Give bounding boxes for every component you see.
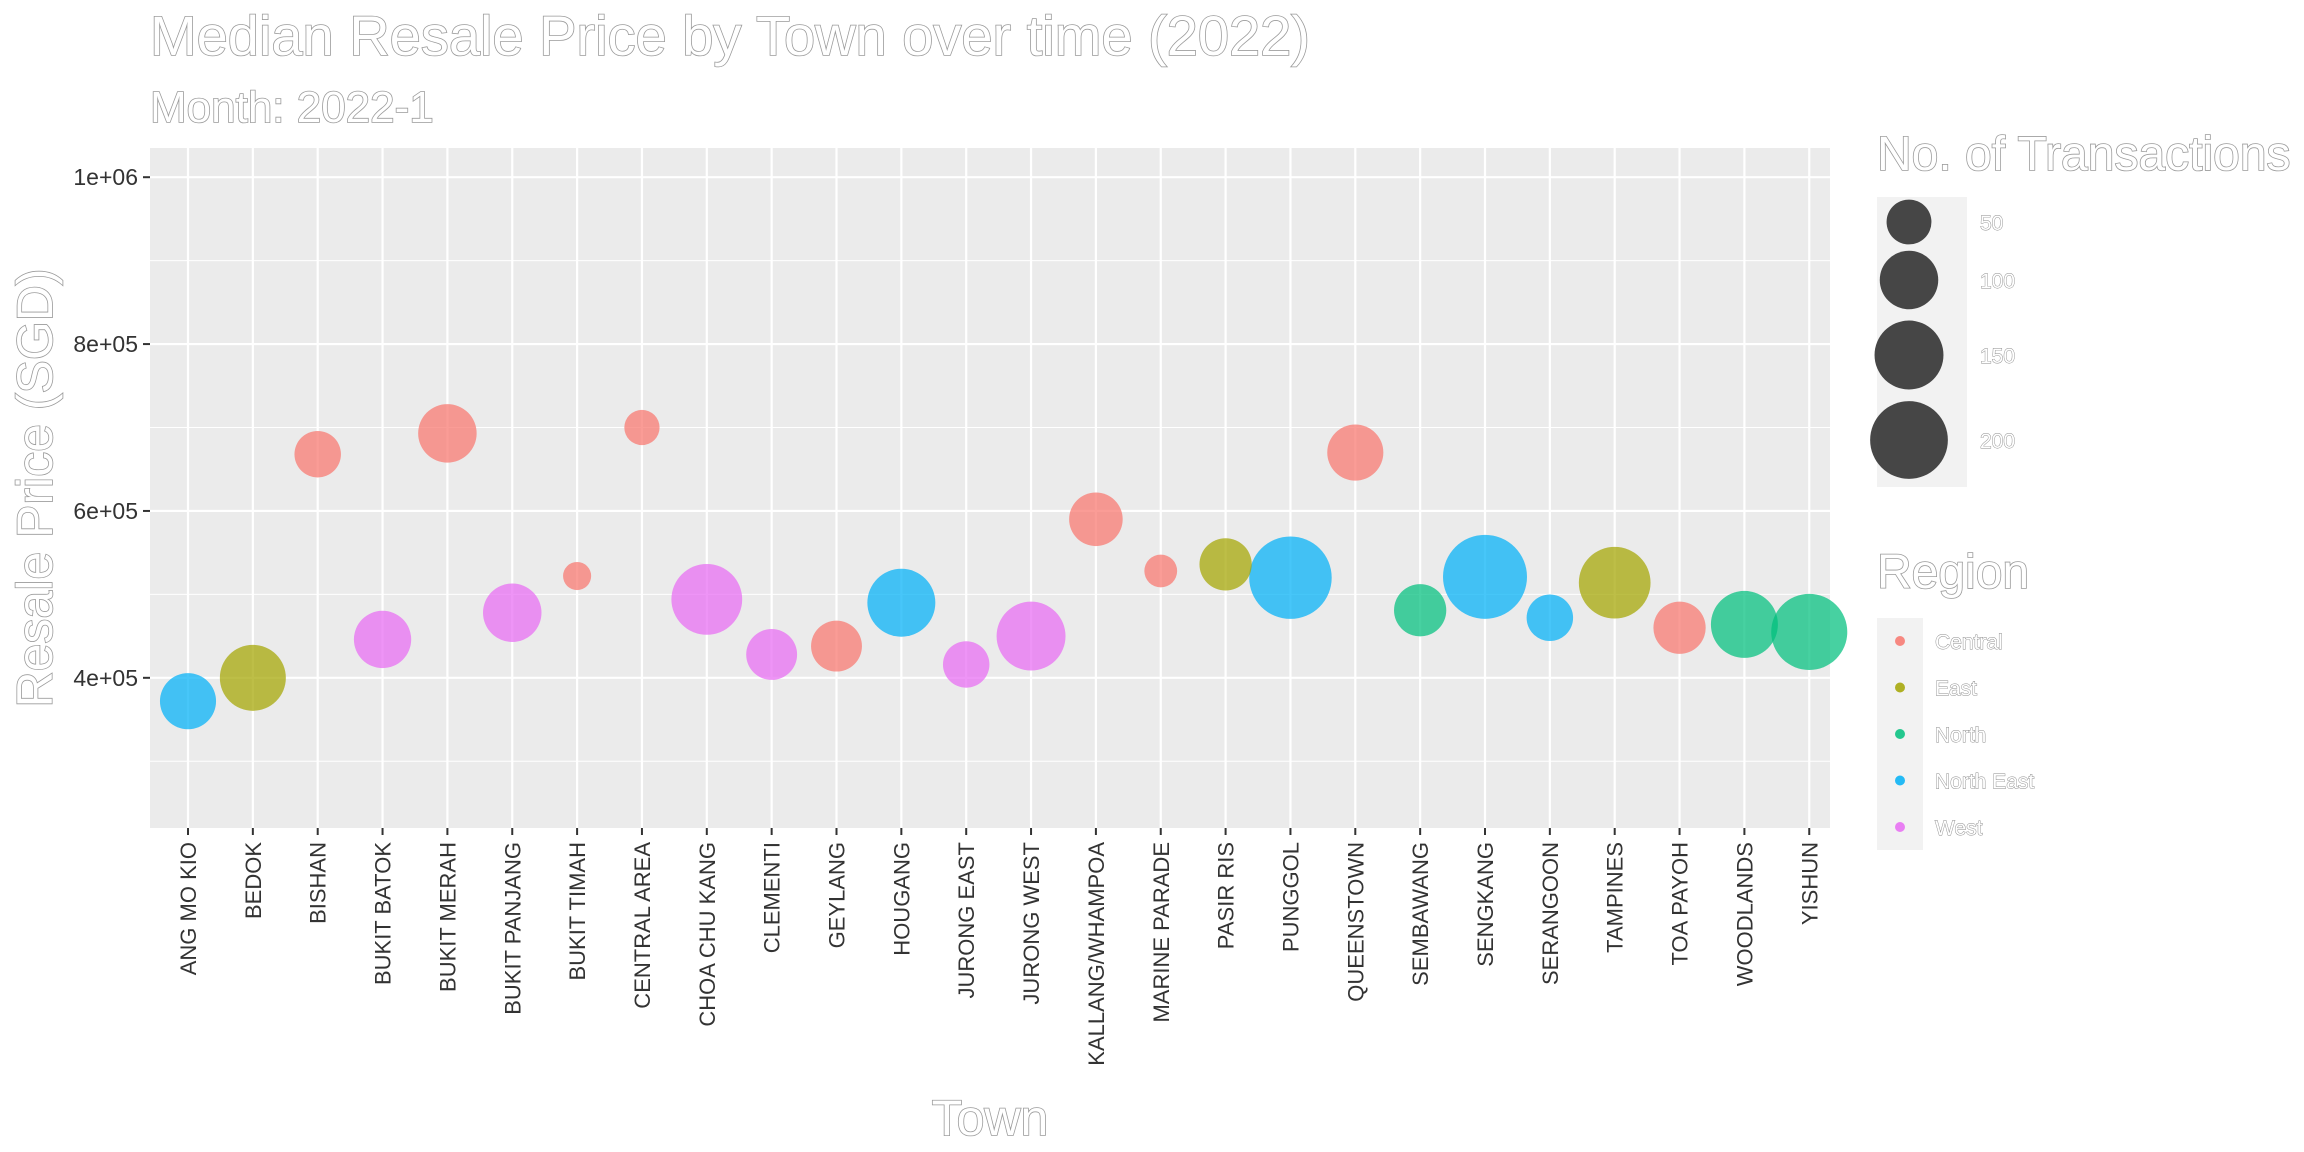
data-point bbox=[1578, 546, 1651, 619]
color-legend-key bbox=[1895, 822, 1905, 832]
data-point bbox=[867, 568, 936, 637]
data-point bbox=[996, 601, 1066, 671]
grid-lines bbox=[150, 148, 1830, 828]
plot-panel bbox=[150, 148, 1830, 828]
data-point bbox=[1199, 538, 1252, 591]
data-point bbox=[1394, 584, 1447, 637]
x-tick-label: HOUGANG bbox=[889, 842, 914, 956]
x-tick-label: BUKIT PANJANG bbox=[500, 842, 525, 1015]
size-legend-key bbox=[1886, 199, 1932, 245]
x-tick-label: TAMPINES bbox=[1603, 842, 1628, 953]
y-tick-label: 1e+06 bbox=[73, 164, 138, 190]
y-tick-label: 6e+05 bbox=[73, 498, 138, 524]
data-point bbox=[1144, 554, 1178, 588]
data-point bbox=[1249, 536, 1332, 619]
color-legend-key bbox=[1895, 729, 1905, 739]
size-legend: No. of Transactions 50 100 150 200 bbox=[1870, 127, 2291, 487]
color-legend-label: East bbox=[1935, 678, 1977, 701]
data-point bbox=[746, 629, 798, 680]
size-legend-label: 200 bbox=[1980, 430, 2015, 453]
data-point bbox=[159, 673, 217, 730]
data-point bbox=[1327, 424, 1384, 481]
color-legend-label: Central bbox=[1935, 631, 2003, 654]
x-tick-label: CLEMENTI bbox=[760, 842, 785, 953]
data-point bbox=[671, 563, 743, 635]
size-legend-label: 150 bbox=[1980, 345, 2015, 368]
data-point bbox=[811, 620, 862, 672]
x-tick-label: SENGKANG bbox=[1473, 842, 1498, 967]
x-tick-label: PUNGGOL bbox=[1278, 842, 1303, 952]
color-legend-key bbox=[1895, 636, 1905, 646]
x-tick-label: KALLANG/WHAMPOA bbox=[1084, 842, 1109, 1066]
x-tick-label: YISHUN bbox=[1797, 842, 1822, 925]
data-point bbox=[942, 641, 990, 688]
x-axis-title: Town bbox=[932, 1090, 1049, 1146]
size-legend-label: 50 bbox=[1980, 212, 2003, 235]
x-axis: ANG MO KIO BEDOK BISHAN BUKIT BATOK BUKIT ME… bbox=[176, 828, 1822, 1066]
color-legend-key bbox=[1895, 682, 1905, 693]
size-legend-key bbox=[1874, 320, 1944, 390]
size-legend-key bbox=[1879, 250, 1939, 310]
color-legend-key bbox=[1895, 775, 1905, 786]
color-legend-label: West bbox=[1935, 817, 1983, 840]
data-point bbox=[294, 430, 341, 478]
x-tick-label: QUEENSTOWN bbox=[1343, 842, 1368, 1002]
x-tick-label: BUKIT TIMAH bbox=[565, 842, 590, 981]
x-tick-label: BUKIT BATOK bbox=[371, 842, 396, 985]
data-point bbox=[1526, 594, 1574, 641]
x-tick-label: GEYLANG bbox=[825, 842, 850, 948]
data-point bbox=[1443, 534, 1527, 619]
color-legend: Region Central East North North East West bbox=[1876, 545, 2035, 850]
data-point bbox=[1653, 601, 1706, 654]
x-tick-label: CENTRAL AREA bbox=[630, 842, 655, 1009]
x-tick-label: WOODLANDS bbox=[1732, 842, 1757, 986]
color-legend-title: Region bbox=[1877, 546, 2029, 599]
x-tick-label: SEMBAWANG bbox=[1408, 842, 1433, 986]
x-tick-label: MARINE PARADE bbox=[1149, 842, 1174, 1023]
y-tick-label: 8e+05 bbox=[73, 331, 138, 357]
x-tick-label: BUKIT MERAH bbox=[435, 842, 460, 992]
x-tick-label: BEDOK bbox=[241, 842, 266, 919]
data-point bbox=[1069, 492, 1123, 547]
x-tick-label: ANG MO KIO bbox=[176, 842, 201, 975]
x-tick-label: CHOA CHU KANG bbox=[695, 842, 720, 1027]
x-tick-label: TOA PAYOH bbox=[1668, 842, 1693, 965]
data-point bbox=[353, 610, 412, 669]
chart-title: Median Resale Price by Town over time (2… bbox=[150, 4, 1310, 67]
chart-subtitle: Month: 2022-1 bbox=[150, 83, 434, 132]
x-tick-label: PASIR RIS bbox=[1214, 842, 1239, 949]
y-tick-label: 4e+05 bbox=[73, 665, 138, 691]
x-tick-label: JURONG WEST bbox=[1019, 842, 1044, 1005]
x-tick-label: SERANGOON bbox=[1538, 842, 1563, 985]
data-point bbox=[1710, 590, 1778, 658]
y-axis: 4e+05 6e+05 8e+05 1e+06 bbox=[73, 164, 150, 691]
color-legend-label: North bbox=[1935, 724, 1986, 747]
data-point bbox=[1771, 593, 1848, 670]
data-points bbox=[159, 404, 1848, 730]
x-tick-label: JURONG EAST bbox=[954, 842, 979, 998]
data-point bbox=[624, 409, 660, 446]
size-legend-label: 100 bbox=[1980, 270, 2015, 293]
x-tick-label: BISHAN bbox=[306, 842, 331, 924]
data-point bbox=[483, 583, 542, 642]
size-legend-key bbox=[1870, 401, 1948, 479]
y-axis-title: Resale Price (SGD) bbox=[7, 269, 63, 708]
data-point bbox=[418, 404, 477, 463]
size-legend-title: No. of Transactions bbox=[1877, 128, 2291, 181]
data-point bbox=[219, 644, 286, 711]
data-point bbox=[563, 561, 592, 591]
color-legend-label: North East bbox=[1935, 771, 2034, 794]
